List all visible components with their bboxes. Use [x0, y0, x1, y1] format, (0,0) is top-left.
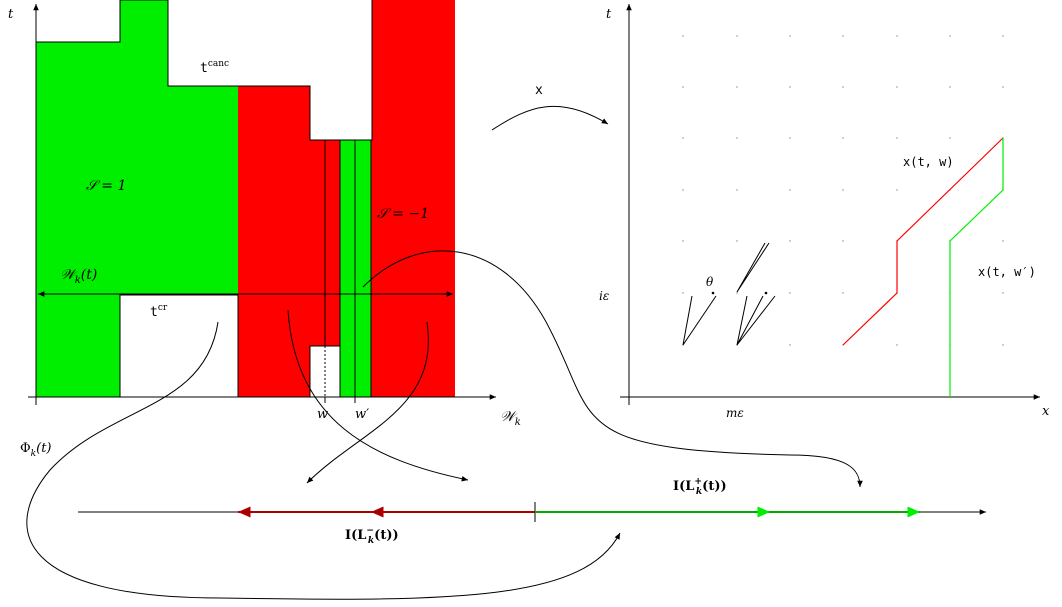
phi-curve	[26, 321, 621, 600]
I-negative-label: I(L− k(t))	[345, 526, 399, 546]
trajectory-x-t-w	[842, 137, 1004, 346]
cone-2-lower	[736, 295, 776, 346]
lattice-dot	[842, 240, 844, 242]
s-negative-label: 𝒮 = −1	[377, 206, 429, 222]
map-x-label: x	[535, 83, 543, 98]
ieps-label: iε	[599, 289, 609, 303]
positive-region-lower	[36, 295, 120, 397]
cone-1-dot	[711, 291, 715, 295]
theta-label: θ	[706, 275, 714, 289]
lattice-dot	[736, 86, 738, 88]
white-top-left	[36, 0, 120, 42]
curve-red-to-neg	[287, 309, 469, 482]
meps-label: mε	[726, 406, 744, 420]
map-x-curve	[491, 105, 609, 131]
lattice-dot	[789, 137, 791, 139]
lattice-dot	[842, 189, 844, 191]
I-positive-label: I(L+ k(t))	[673, 477, 727, 497]
lattice-dots	[682, 35, 1004, 346]
right-axis-t-label: t	[606, 7, 612, 22]
lattice-dot	[896, 137, 898, 139]
lattice-dot	[896, 86, 898, 88]
lattice-dot	[896, 35, 898, 37]
lattice-dot	[736, 35, 738, 37]
t-cr-label: tcr	[150, 303, 168, 320]
lattice-dot	[949, 86, 951, 88]
wk-t-label: 𝒲k(t)	[60, 267, 97, 286]
lattice-dot	[949, 137, 951, 139]
left-axis-w-label: 𝒲k	[500, 409, 521, 428]
lattice-dot	[896, 344, 898, 346]
white-top-middle	[168, 0, 372, 86]
connector-curves	[26, 250, 863, 600]
lattice-dot	[896, 189, 898, 191]
lattice-dot	[1002, 35, 1004, 37]
lattice-dot	[736, 292, 738, 294]
w-label: w	[317, 407, 328, 422]
cone-2-upper	[736, 242, 770, 293]
lattice-dot	[789, 292, 791, 294]
map-arrow: x	[491, 83, 609, 131]
lattice-dot	[842, 137, 844, 139]
right-axis-x-label: x	[1042, 404, 1050, 419]
left-panel: t 𝒲k tcanc tcr 𝒮 = 1 𝒮 = −1 𝒲k(t) w w′ Φ…	[8, 0, 521, 459]
lattice-dot	[682, 240, 684, 242]
lattice-dot	[1002, 86, 1004, 88]
curve-to-pos	[362, 250, 863, 488]
lattice-dot	[842, 35, 844, 37]
lattice-dot	[789, 189, 791, 191]
lattice-dot	[682, 86, 684, 88]
curve-cross	[306, 321, 429, 484]
left-axis-t-label: t	[8, 7, 14, 22]
phi-label: Φk(t)	[20, 441, 52, 459]
lattice-dot	[736, 240, 738, 242]
lattice-dot	[682, 35, 684, 37]
lattice-dot	[682, 189, 684, 191]
s-positive-label: 𝒮 = 1	[86, 178, 126, 194]
x-t-wprime-label: x(t, w′)	[978, 265, 1036, 279]
lattice-dot	[1002, 344, 1004, 346]
lattice-dot	[842, 86, 844, 88]
cone-1	[682, 295, 717, 346]
lattice-dot	[789, 344, 791, 346]
lattice-dot	[736, 189, 738, 191]
lattice-dot	[682, 292, 684, 294]
lattice-dot	[1002, 292, 1004, 294]
lattice-dot	[949, 35, 951, 37]
cone-2-dot	[764, 291, 768, 295]
lattice-dot	[789, 240, 791, 242]
white-region-tcr	[120, 295, 238, 397]
bottom-line-panel: I(L+ k(t)) I(L− k(t))	[78, 477, 986, 546]
trajectory-x-t-wprime	[949, 138, 1004, 397]
lattice-dot	[842, 292, 844, 294]
t-canc-boundary	[36, 0, 373, 141]
lattice-dot	[1002, 240, 1004, 242]
lattice-dot	[789, 86, 791, 88]
wprime-label: w′	[355, 407, 369, 422]
t-canc-label: tcanc	[200, 59, 229, 76]
x-t-w-label: x(t, w)	[903, 155, 954, 169]
lattice-dot	[682, 137, 684, 139]
lattice-dot	[789, 35, 791, 37]
white-top-notch	[310, 86, 372, 140]
lattice-dot	[736, 137, 738, 139]
right-panel: t x iε mε θ x(t, w) x(t, w′)	[599, 4, 1050, 420]
